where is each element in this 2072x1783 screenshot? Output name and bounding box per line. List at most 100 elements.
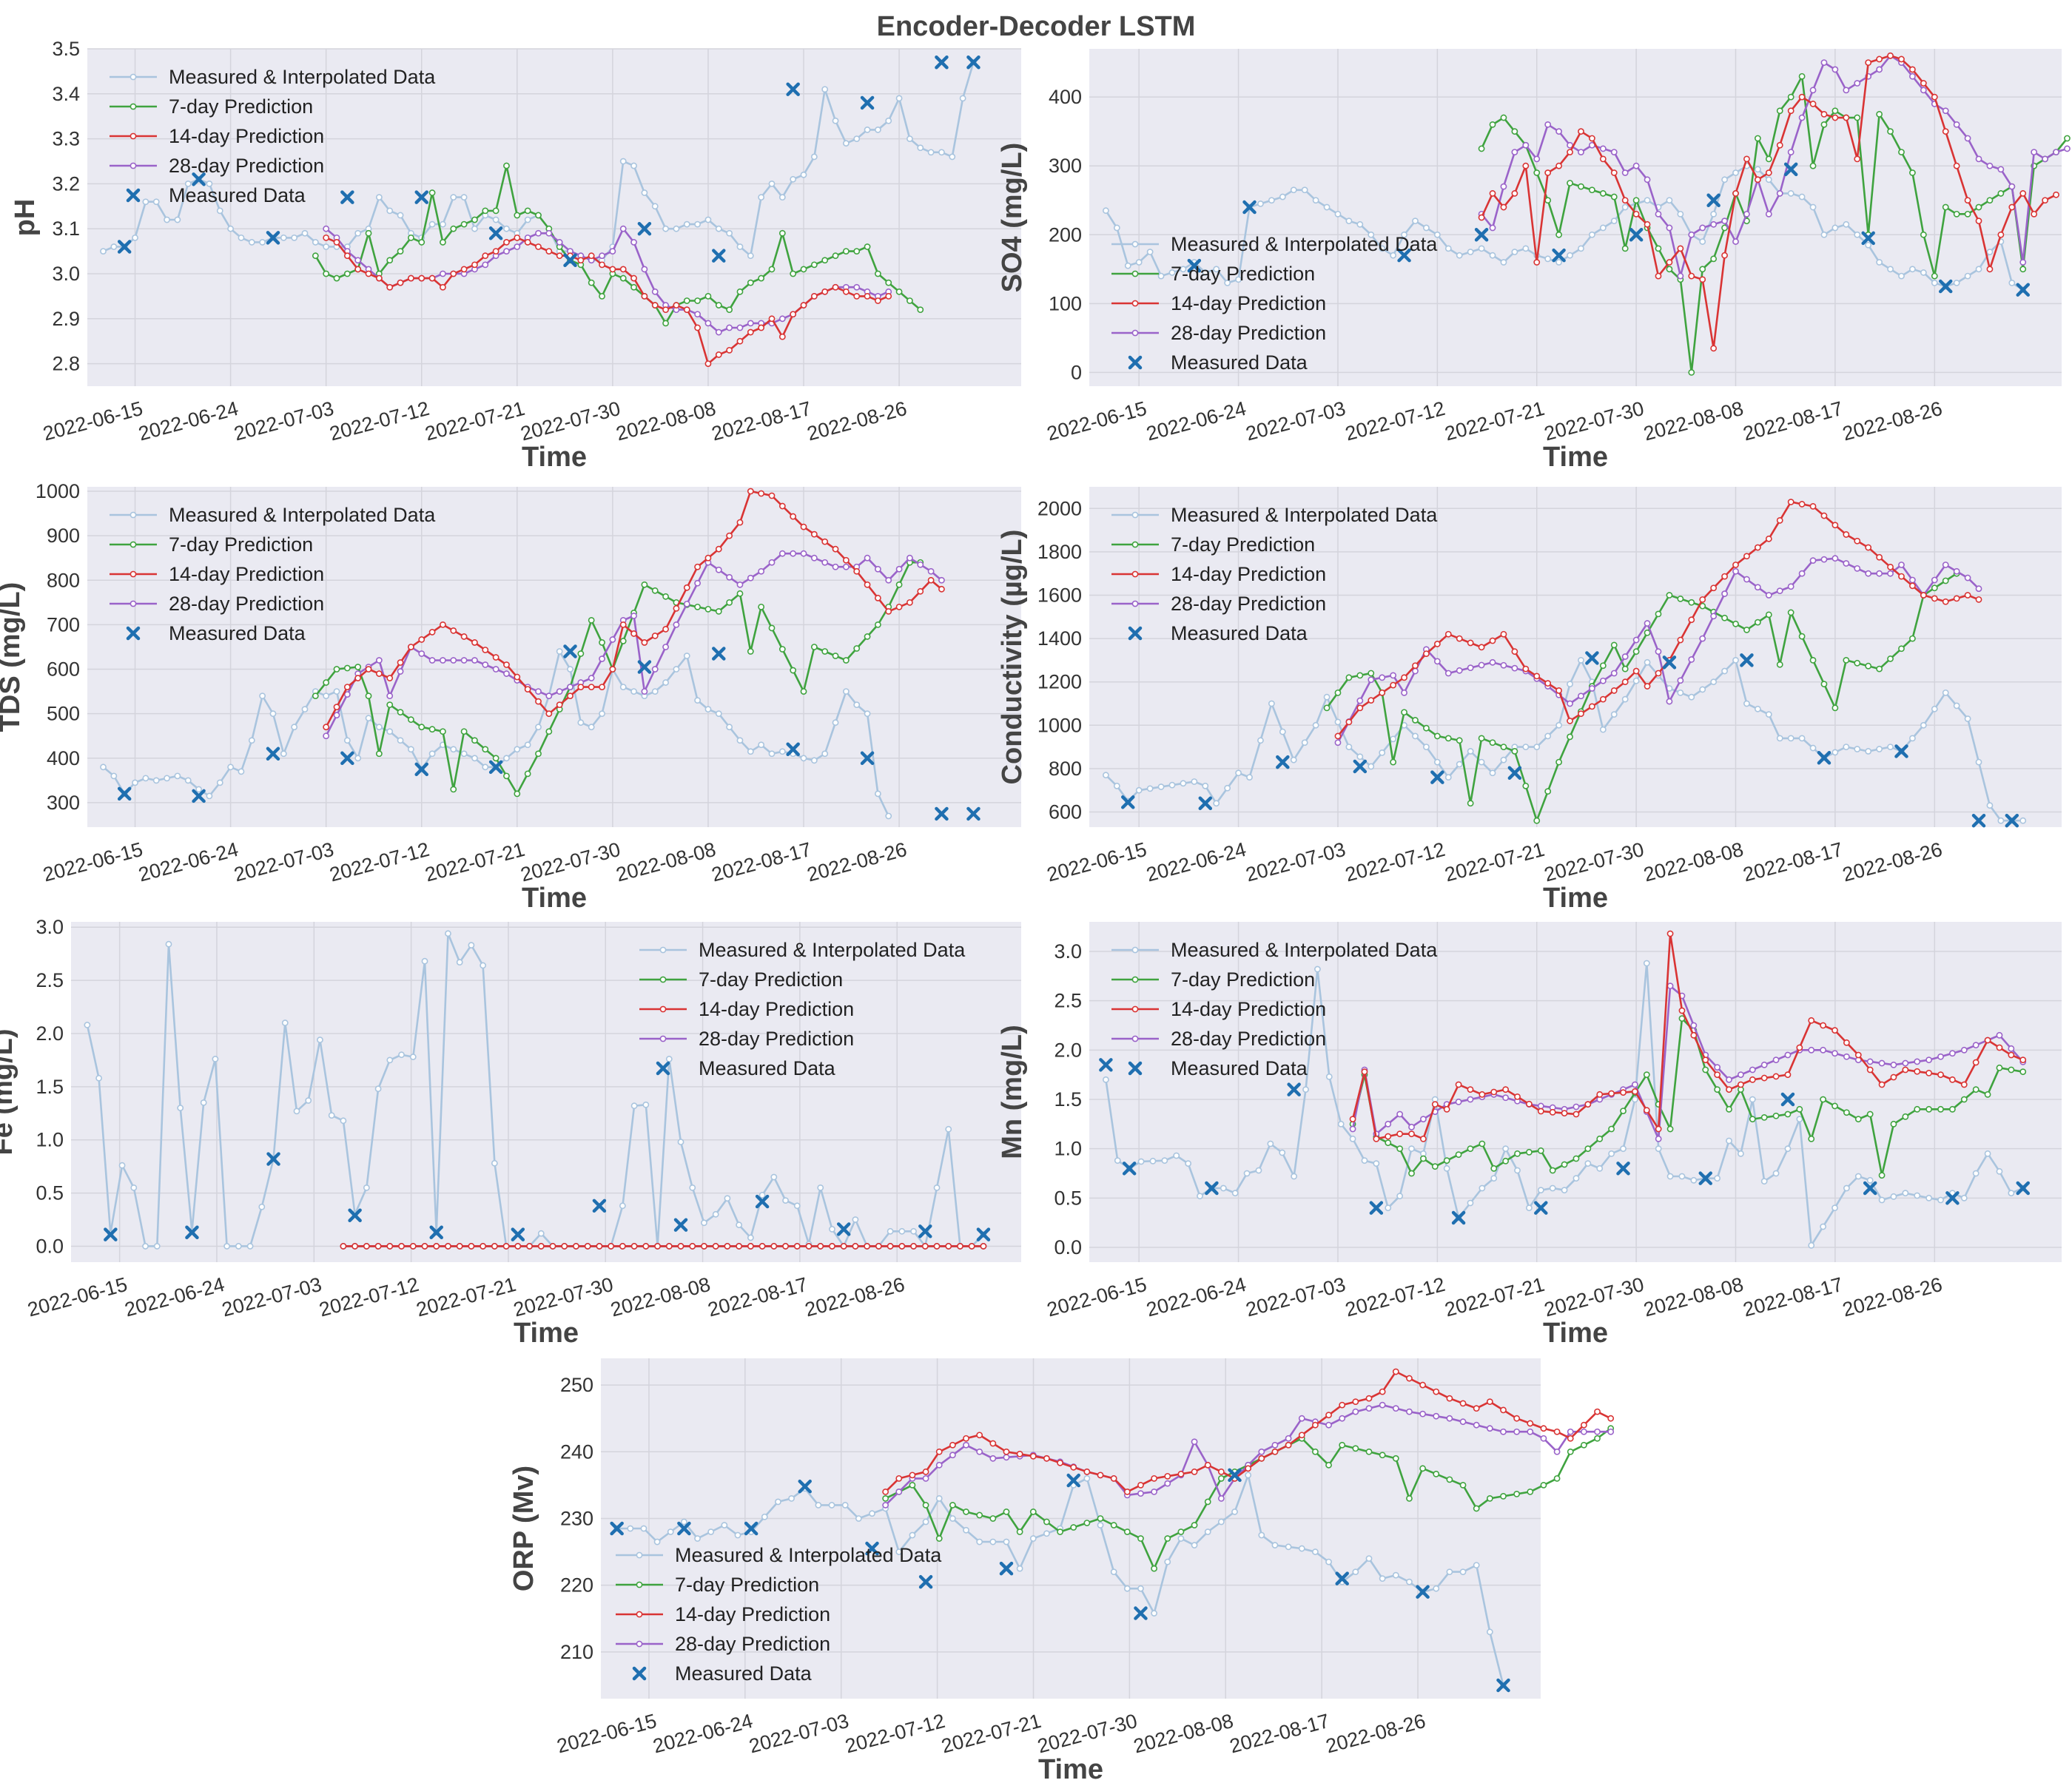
series-14-day-prediction-line — [1351, 933, 2024, 1141]
y-axis-label: TDS (mg/L) — [0, 582, 26, 732]
x-tick-label: 2022-08-17 — [705, 1273, 810, 1321]
series-14-day-prediction-point — [374, 1243, 382, 1250]
series-14-day-prediction-point — [963, 1435, 969, 1442]
series-7-day-prediction-point — [768, 624, 776, 632]
series-measured-interpolated-point — [1113, 224, 1120, 232]
y-axis-label: Conductivity (µg/L) — [997, 530, 1028, 785]
series-7-day-prediction-point — [482, 207, 489, 215]
series-28-day-prediction-point — [1749, 1066, 1756, 1073]
series-measured-interpolated-point — [1490, 1175, 1498, 1182]
series-measured-interpolated-point — [1555, 721, 1563, 729]
series-14-day-prediction-point — [875, 1243, 882, 1250]
series-measured-interpolated-point — [1820, 231, 1828, 238]
series-7-day-prediction-point — [1526, 1148, 1533, 1156]
series-14-day-prediction-point — [514, 234, 521, 241]
series-measured-interpolated-point — [1561, 1187, 1568, 1194]
series-14-day-prediction-point — [747, 328, 754, 336]
series-measured-interpolated-point — [680, 1518, 687, 1526]
series-measured-interpolated-point — [1544, 732, 1552, 740]
series-28-day-prediction-point — [1401, 689, 1407, 696]
series-28-day-prediction-point — [1699, 224, 1706, 232]
measured-data-marker — [918, 1574, 933, 1589]
series-28-day-prediction-point — [1902, 1059, 1909, 1067]
series-28-day-prediction-point — [768, 559, 776, 566]
series-28-day-prediction-point — [1688, 231, 1695, 238]
series-7-day-prediction-point — [588, 279, 595, 286]
x-axis-label: Time — [1543, 1318, 1608, 1349]
series-measured-interpolated-point — [1433, 1585, 1440, 1592]
series-14-day-prediction-point — [514, 1243, 522, 1250]
measured-data-marker — [935, 806, 949, 821]
series-measured-interpolated-point — [312, 239, 319, 246]
series-measured-interpolated-point — [694, 1535, 701, 1542]
series-14-day-prediction-point — [654, 1243, 661, 1250]
series-7-day-prediction-point — [577, 650, 585, 657]
series-14-day-prediction-point — [1459, 1400, 1467, 1407]
x-tick-label: 2022-07-03 — [747, 1710, 851, 1758]
y-tick-label: 1.0 — [1054, 1138, 1082, 1160]
series-measured-interpolated-point — [1220, 1184, 1227, 1192]
series-7-day-prediction-point — [1890, 1120, 1897, 1128]
series-measured-interpolated-point — [852, 1216, 859, 1223]
series-measured-interpolated-point — [110, 772, 118, 780]
series-28-day-prediction-point — [1478, 661, 1485, 669]
series-28-day-prediction-point — [1408, 1123, 1415, 1130]
series-measured-interpolated-point — [1137, 1585, 1144, 1592]
series-7-day-prediction-point — [407, 716, 414, 724]
series-measured-interpolated-point — [1029, 1535, 1037, 1542]
measured-data-marker — [1451, 1210, 1466, 1225]
series-14-day-prediction-point — [549, 1243, 556, 1250]
series-measured-interpolated-point — [1345, 218, 1353, 225]
series-7-day-prediction-point — [1798, 73, 1806, 80]
series-14-day-prediction-point — [1666, 930, 1674, 937]
series-28-day-prediction-point — [1798, 114, 1806, 121]
series-7-day-prediction-point — [2008, 1066, 2015, 1073]
series-measured-interpolated-point — [1151, 1610, 1158, 1617]
series-28-day-prediction-point — [1533, 155, 1541, 163]
series-measured-interpolated-point — [238, 768, 245, 775]
series-measured-interpolated-point — [118, 1162, 126, 1169]
series-measured-interpolated-point — [1621, 695, 1629, 703]
series-7-day-prediction-point — [1666, 592, 1673, 599]
series-measured-interpolated-point — [1323, 693, 1331, 701]
measured-data-marker — [1205, 1181, 1219, 1196]
series-measured-interpolated-point — [1714, 1175, 1721, 1182]
series-14-day-prediction-point — [1478, 214, 1485, 221]
series-28-day-prediction-point — [1832, 66, 1839, 73]
series-7-day-prediction-point — [1489, 739, 1496, 746]
series-14-day-prediction-point — [917, 587, 924, 595]
legend-label: Measured Data — [675, 1662, 813, 1685]
series-measured-interpolated-point — [1986, 249, 1994, 255]
series-measured-interpolated-point — [832, 117, 839, 124]
series-measured-interpolated-point — [1878, 1196, 1886, 1204]
legend-swatch-point — [636, 1581, 643, 1588]
series-14-day-prediction-point — [440, 283, 446, 291]
y-tick-label: 2.5 — [36, 969, 64, 991]
series-14-day-prediction-point — [701, 1243, 707, 1250]
series-measured-interpolated-point — [110, 243, 118, 250]
series-measured-interpolated-point — [1666, 1173, 1674, 1180]
series-measured-interpolated-point — [885, 117, 892, 124]
legend-swatch-point — [1131, 946, 1139, 954]
series-28-day-prediction-point — [1964, 135, 1971, 142]
series-measured-interpolated-point — [301, 706, 309, 713]
series-measured-interpolated-point — [428, 750, 436, 758]
series-28-day-prediction-point — [1931, 576, 1938, 584]
series-14-day-prediction-point — [874, 297, 881, 304]
series-14-day-prediction-point — [1721, 573, 1728, 580]
series-measured-interpolated-point — [1555, 259, 1563, 266]
series-14-day-prediction-point — [1151, 1474, 1158, 1482]
series-measured-interpolated-point — [1257, 200, 1264, 207]
series-14-day-prediction-point — [608, 1243, 615, 1250]
series-28-day-prediction-point — [736, 324, 744, 331]
x-tick-label: 2022-08-26 — [804, 397, 909, 445]
y-tick-label: 3.1 — [52, 218, 80, 240]
series-28-day-prediction-point — [821, 559, 829, 566]
series-7-day-prediction-point — [874, 621, 881, 628]
series-7-day-prediction-point — [1533, 817, 1541, 824]
series-14-day-prediction-point — [1738, 1081, 1744, 1088]
series-14-day-prediction-point — [619, 1243, 626, 1250]
series-measured-interpolated-point — [775, 1498, 781, 1506]
series-7-day-prediction-point — [2019, 266, 2027, 273]
x-tick-label: 2022-07-21 — [414, 1273, 518, 1321]
